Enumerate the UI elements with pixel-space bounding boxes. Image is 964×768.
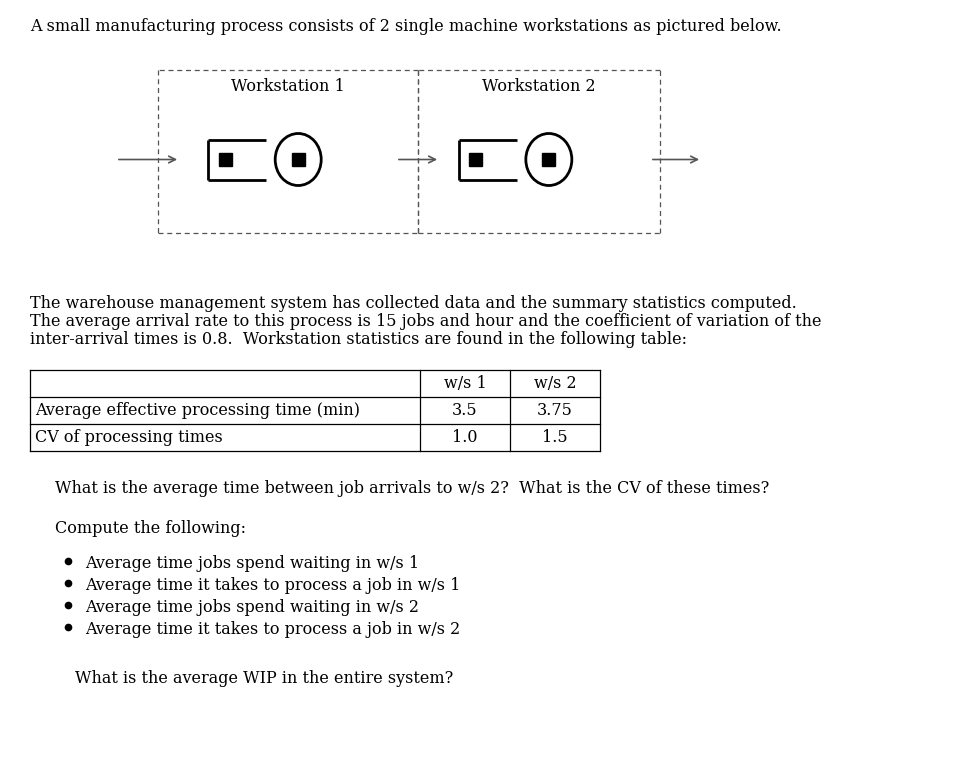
Bar (469, 153, 482, 166)
Text: The warehouse management system has collected data and the summary statistics co: The warehouse management system has coll… (30, 295, 797, 312)
Bar (543, 153, 555, 166)
Text: Workstation 2: Workstation 2 (482, 78, 596, 95)
Text: Average time it takes to process a job in w/s 2: Average time it takes to process a job i… (85, 621, 460, 638)
Text: 1.5: 1.5 (542, 429, 568, 446)
Text: 3.75: 3.75 (537, 402, 573, 419)
Text: w/s 1: w/s 1 (443, 375, 487, 392)
Bar (292, 153, 305, 166)
Text: Compute the following:: Compute the following: (55, 520, 246, 537)
Text: Average effective processing time (min): Average effective processing time (min) (35, 402, 360, 419)
Text: Average time jobs spend waiting in w/s 2: Average time jobs spend waiting in w/s 2 (85, 599, 419, 616)
Text: inter-arrival times is 0.8.  Workstation statistics are found in the following t: inter-arrival times is 0.8. Workstation … (30, 331, 687, 348)
Text: 1.0: 1.0 (452, 429, 478, 446)
Bar (219, 153, 231, 166)
Text: Average time it takes to process a job in w/s 1: Average time it takes to process a job i… (85, 577, 461, 594)
Text: What is the average WIP in the entire system?: What is the average WIP in the entire sy… (75, 670, 453, 687)
Text: w/s 2: w/s 2 (534, 375, 576, 392)
Text: CV of processing times: CV of processing times (35, 429, 223, 446)
Text: A small manufacturing process consists of 2 single machine workstations as pictu: A small manufacturing process consists o… (30, 18, 782, 35)
Text: 3.5: 3.5 (452, 402, 478, 419)
Text: Workstation 1: Workstation 1 (231, 78, 345, 95)
Text: What is the average time between job arrivals to w/s 2?  What is the CV of these: What is the average time between job arr… (55, 480, 769, 497)
Text: The average arrival rate to this process is 15 jobs and hour and the coefficient: The average arrival rate to this process… (30, 313, 821, 330)
Text: Average time jobs spend waiting in w/s 1: Average time jobs spend waiting in w/s 1 (85, 555, 419, 572)
